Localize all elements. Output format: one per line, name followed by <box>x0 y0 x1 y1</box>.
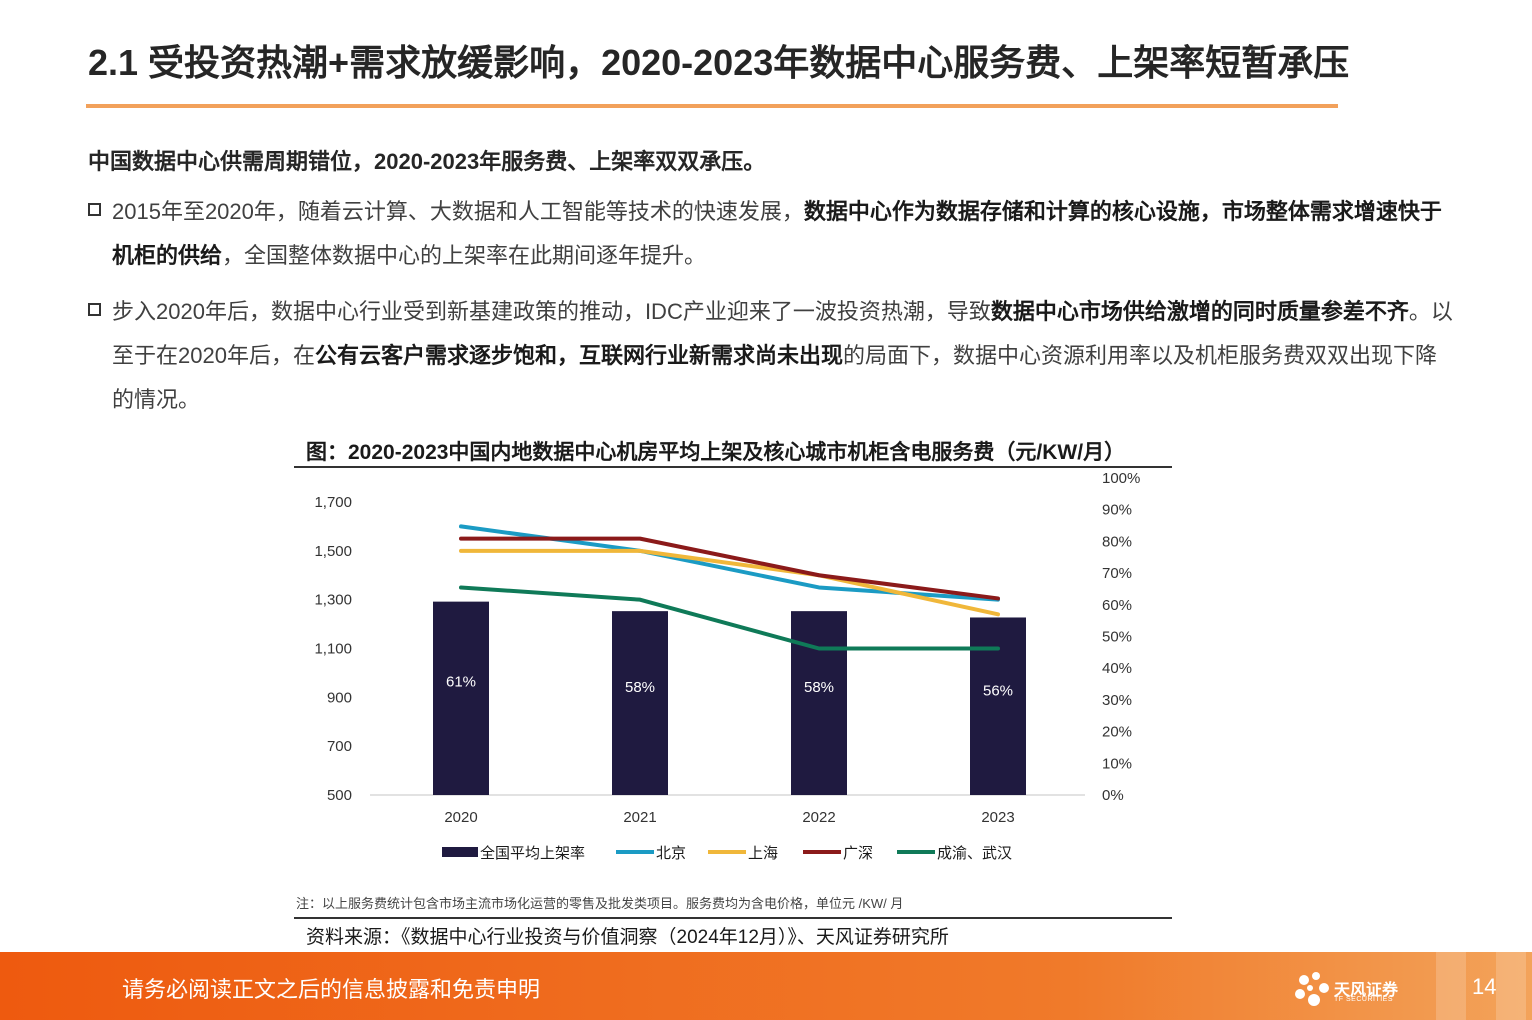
right-tick-label: 10% <box>1102 755 1132 772</box>
left-tick-label: 500 <box>327 787 352 804</box>
left-tick-label: 1,500 <box>314 543 352 560</box>
bullet-2-part-3: 的局面下，数据中心资源利用率以及机柜服务费双双出现下降的情况。 <box>112 343 1437 412</box>
chart-title: 图：2020-2023中国内地数据中心机房平均上架及核心城市机柜含电服务费（元/… <box>306 441 1126 464</box>
bullet-1-bold-1: 数据中心作为数据存储和计算的核心设施，市场整体需求增速快于机柜的供给 <box>112 199 1442 268</box>
disclaimer-text: 请务必阅读正文之后的信息披露和免责申明 <box>122 977 541 1002</box>
logo-subtext: TF SECURITIES <box>1334 996 1394 1003</box>
chart-note: 注：以上服务费统计包含市场主流市场化运营的零售及批发类项目。服务费均为含电价格，… <box>296 896 904 911</box>
legend-label: 上海 <box>748 845 778 862</box>
line-series-1 <box>459 548 1000 617</box>
right-tick-label: 30% <box>1102 692 1132 709</box>
right-axis: 0% 10% 20% 30% 40% 50% 60% 70% 80% 90% 100% <box>1102 470 1140 804</box>
bullet-2: 步入2020年后，数据中心行业受到新基建政策的推动，IDC产业迎来了一波投资热潮… <box>88 290 1458 422</box>
bullet-1-text: 2015年至2020年，随着云计算、大数据和人工智能等技术的快速发展，数据中心作… <box>112 190 1458 278</box>
right-tick-label: 90% <box>1102 502 1132 519</box>
right-tick-label: 70% <box>1102 565 1132 582</box>
chart-canvas: 500 700 900 1,100 1,300 1,500 1,700 0% 10% 20% 30… <box>314 470 1140 862</box>
right-tick-label: 80% <box>1102 533 1132 550</box>
left-axis: 500 700 900 1,100 1,300 1,500 1,700 <box>314 494 352 804</box>
right-tick-label: 50% <box>1102 629 1132 646</box>
source-text: 资料来源：《数据中心行业投资与价值洞察（2024年12月）》、天风证券研究所 <box>306 927 949 948</box>
legend-label: 广深 <box>843 845 873 862</box>
bar-2021 <box>612 611 668 795</box>
lead-text: 中国数据中心供需周期错位，2020-2023年服务费、上架率双双承压。 <box>88 149 766 174</box>
source-rule <box>294 917 1172 919</box>
page-number: 14 <box>1472 974 1497 999</box>
bullet-2-bold-2: 公有云客户需求逐步饱和，互联网行业新需求尚未出现 <box>314 343 843 368</box>
page-title: 2.1 受投资热潮+需求放缓影响，2020-2023年数据中心服务费、上架率短暂… <box>88 42 1350 83</box>
bullet-1-part-2: ，全国整体数据中心的上架率在此期间逐年提升。 <box>222 243 707 268</box>
line-series-3 <box>459 585 1000 651</box>
flower-logo-icon <box>1295 972 1329 1006</box>
bullet-2-text: 步入2020年后，数据中心行业受到新基建政策的推动，IDC产业迎来了一波投资热潮… <box>112 290 1458 422</box>
bar-2020 <box>433 601 489 795</box>
bullet-2-part-1: 步入2020年后，数据中心行业受到新基建政策的推动，IDC产业迎来了一波投资热潮… <box>112 299 991 324</box>
logo-text: 天风证券 <box>1334 982 1399 999</box>
checkbox-bullet-icon <box>88 203 101 216</box>
checkbox-bullet-icon <box>88 303 101 316</box>
bar-data-label: 61% <box>446 674 476 691</box>
right-tick-label: 20% <box>1102 724 1132 741</box>
left-tick-label: 700 <box>327 738 352 755</box>
bar-series: 61% 58% 58% 56% <box>433 601 1026 795</box>
bullet-1: 2015年至2020年，随着云计算、大数据和人工智能等技术的快速发展，数据中心作… <box>88 190 1458 278</box>
title-underline <box>86 104 1338 108</box>
legend-label: 全国平均上架率 <box>480 844 585 862</box>
right-tick-label: 100% <box>1102 470 1140 487</box>
x-tick-label: 2021 <box>623 809 656 826</box>
page-number-box <box>1436 952 1532 1020</box>
chart-title-rule <box>294 466 1172 468</box>
legend-label: 成渝、武汉 <box>937 845 1012 862</box>
right-tick-label: 60% <box>1102 597 1132 614</box>
left-tick-label: 1,700 <box>314 494 352 511</box>
bar-data-label: 56% <box>983 683 1013 700</box>
left-tick-label: 900 <box>327 689 352 706</box>
legend-swatch <box>442 847 478 857</box>
left-tick-label: 1,300 <box>314 592 352 609</box>
footer-bar: 请务必阅读正文之后的信息披露和免责申明 <box>0 952 1532 1020</box>
bar-data-label: 58% <box>625 679 655 696</box>
bullet-1-part-1: 2015年至2020年，随着云计算、大数据和人工智能等技术的快速发展， <box>112 199 804 224</box>
x-axis: 2020 2021 2022 2023 <box>444 809 1014 826</box>
line-series-2 <box>459 536 1000 601</box>
x-tick-label: 2020 <box>444 809 477 826</box>
bullet-2-part-2: 。以至于在2020年后，在 <box>112 299 1453 368</box>
x-tick-label: 2022 <box>802 809 835 826</box>
left-tick-label: 1,100 <box>314 641 352 658</box>
bar-2023 <box>970 617 1026 795</box>
x-tick-label: 2023 <box>981 809 1014 826</box>
line-series <box>459 524 1000 651</box>
bullet-2-bold-1: 数据中心市场供给激增的同时质量参差不齐 <box>990 299 1409 324</box>
bar-data-label: 58% <box>804 679 834 696</box>
legend: 全国平均上架率 北京 上海 广深 成渝、武汉 <box>442 844 1012 862</box>
bar-2022 <box>791 611 847 795</box>
legend-label: 北京 <box>656 845 686 862</box>
right-tick-label: 40% <box>1102 660 1132 677</box>
right-tick-label: 0% <box>1102 787 1124 804</box>
